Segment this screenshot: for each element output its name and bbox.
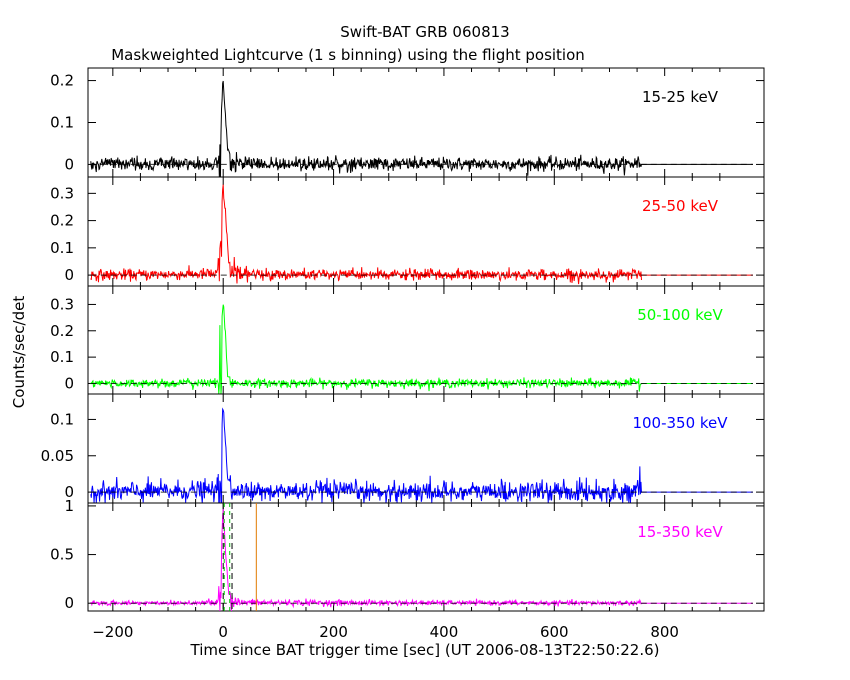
panel-frame — [87, 67, 765, 178]
series-line — [90, 407, 642, 504]
x-tick-label: −200 — [92, 623, 133, 641]
x-tick-label: 800 — [650, 623, 679, 641]
panel-2: 0 0.1 0.2 0.3 25-50 keV — [50, 176, 765, 287]
y-tick-label: 0 — [64, 266, 74, 284]
panel-frame — [87, 502, 765, 612]
band-label: 100-350 keV — [632, 414, 728, 432]
y-tick-label: 0.3 — [50, 184, 74, 202]
chart-subtitle: Maskweighted Lightcurve (1 s binning) us… — [111, 46, 585, 64]
panel-1: 0 0.1 0.2 15-25 keV — [50, 67, 765, 178]
panel-5: 0 0.5 1 15-350 keV — [50, 497, 765, 612]
x-tick-label: 200 — [319, 623, 348, 641]
series-line — [90, 184, 642, 285]
band-label: 50-100 keV — [637, 306, 723, 324]
y-tick-label: 0.1 — [50, 410, 74, 428]
band-label: 15-25 keV — [642, 88, 719, 106]
y-tick-label: 0.2 — [50, 212, 74, 230]
y-tick-label: 0 — [64, 155, 74, 173]
x-tick-label: 0 — [218, 623, 228, 641]
chart-title: Swift-BAT GRB 060813 — [340, 23, 509, 41]
x-axis-label: Time since BAT trigger time [sec] (UT 20… — [190, 641, 660, 659]
x-tick-label: 600 — [540, 623, 569, 641]
y-tick-label: 0.3 — [50, 295, 74, 313]
panel-frame — [87, 285, 765, 395]
panel-4: 0 0.05 0.1 100-350 keV — [41, 393, 765, 504]
series-line — [90, 80, 642, 178]
y-tick-label: 0.2 — [50, 72, 74, 90]
y-tick-label: 0 — [64, 483, 74, 501]
band-label: 25-50 keV — [642, 197, 719, 215]
series-line — [90, 509, 642, 612]
y-tick-label: 0.1 — [50, 348, 74, 366]
y-tick-label: 0.5 — [50, 546, 74, 564]
y-tick-label: 0.05 — [41, 447, 74, 465]
band-label: 15-350 keV — [637, 523, 723, 541]
y-tick-label: 0.1 — [50, 239, 74, 257]
x-axis: −200 0 200 400 600 800 — [92, 623, 679, 641]
y-tick-label: 0.2 — [50, 322, 74, 340]
y-tick-label: 0.1 — [50, 114, 74, 132]
panel-3: 0 0.1 0.2 0.3 50-100 keV — [50, 285, 765, 395]
y-tick-label: 0 — [64, 374, 74, 392]
y-tick-label: 0 — [64, 594, 74, 612]
x-tick-label: 400 — [430, 623, 459, 641]
y-tick-label: 1 — [64, 497, 74, 515]
y-axis-label: Counts/sec/det — [10, 296, 28, 409]
series-line — [90, 304, 642, 395]
